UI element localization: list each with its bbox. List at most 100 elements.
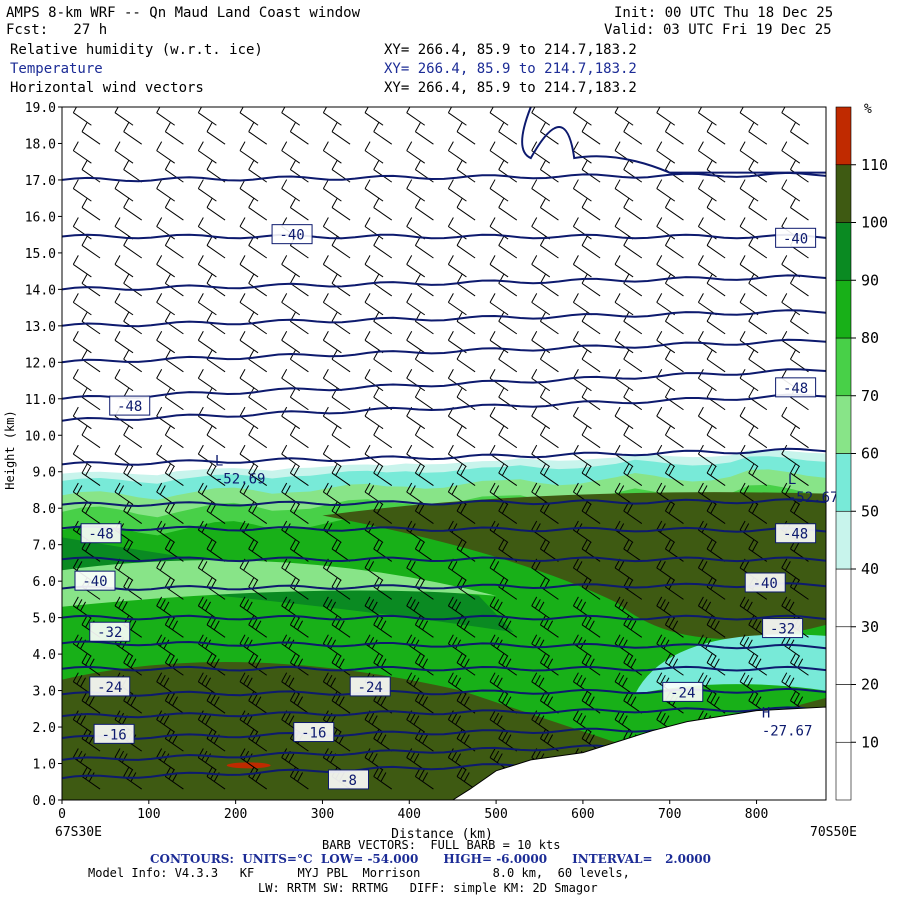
wind-barb-shaft: [406, 643, 426, 657]
wind-barb-flag: [701, 561, 708, 571]
wind-barb-flag: [743, 561, 750, 571]
wind-barb-shaft: [698, 150, 717, 164]
wind-barb-flag: [251, 655, 258, 666]
wind-barb-shaft: [165, 282, 184, 297]
wind-barb-shaft: [165, 245, 184, 259]
wind-barb-flag: [623, 350, 630, 360]
wind-barb-flag: [697, 179, 704, 189]
wind-barb-shaft: [489, 112, 509, 126]
wind-barb-shaft: [448, 112, 467, 126]
wind-barb: [614, 444, 634, 468]
wind-barb-shaft: [123, 472, 143, 487]
wind-barb-shaft: [73, 112, 92, 126]
wind-barb-flag: [85, 618, 92, 628]
wind-barb-shaft: [73, 301, 92, 316]
wind-barb: [364, 331, 384, 354]
wind-barb-flag: [281, 482, 288, 493]
wind-barb-shaft: [456, 207, 476, 221]
init-time: Init: 00 UTC Thu 18 Dec 25: [614, 5, 834, 21]
wind-barb: [289, 160, 309, 183]
wind-barb-shaft: [739, 150, 759, 164]
wind-barb: [373, 198, 393, 221]
wind-barb-shaft: [323, 112, 342, 126]
wind-barb-flag: [81, 198, 88, 208]
wind-barb: [614, 141, 634, 164]
wind-barb-flag: [284, 561, 291, 571]
wind-barb-flag: [243, 485, 250, 495]
wind-barb: [289, 463, 309, 487]
wind-barb: [781, 141, 801, 164]
wind-barb-flag: [572, 179, 579, 189]
wind-barb-flag: [380, 772, 387, 782]
wind-barb: [748, 501, 768, 524]
wind-barb-shaft: [656, 453, 676, 468]
wind-barb-shaft: [239, 453, 259, 468]
wind-barb-flag: [534, 485, 541, 495]
colorbar-tick-label: 40: [861, 560, 879, 578]
contour-label-text: -40: [82, 574, 107, 590]
wind-barb-flag: [790, 425, 796, 436]
wind-barb-shaft: [165, 131, 184, 145]
wind-barb-flag: [656, 672, 663, 682]
wind-barb: [248, 767, 268, 790]
wind-barb: [581, 160, 601, 183]
wind-barb: [206, 274, 226, 297]
wind-barb: [614, 368, 634, 392]
wind-barb-flag: [447, 520, 454, 531]
wind-barb-flag: [614, 520, 621, 531]
wind-barb-flag: [168, 693, 175, 704]
wind-barb: [447, 748, 467, 771]
plot-frame: [61, 106, 827, 801]
wind-barb-flag: [705, 677, 712, 687]
wind-barb-flag: [739, 255, 746, 265]
wind-barb-shaft: [698, 529, 717, 543]
wind-barb-shaft: [290, 207, 309, 221]
wind-barb-shaft: [665, 624, 684, 638]
wind-barb-shaft: [248, 624, 268, 638]
wind-barb-flag: [197, 520, 204, 531]
wind-barb-shaft: [581, 169, 601, 183]
wind-barb-shaft: [206, 738, 226, 752]
wind-barb-shaft: [323, 377, 342, 392]
wind-barb-shaft: [114, 112, 134, 126]
wind-barb: [489, 179, 509, 202]
wind-barb-shaft: [114, 339, 134, 354]
wind-barb: [614, 293, 634, 316]
wind-barb: [114, 596, 134, 619]
wind-barb-flag: [460, 693, 467, 704]
wind-barb-flag: [630, 696, 637, 706]
wind-barb-flag: [543, 504, 550, 514]
wind-barb-flag: [373, 122, 380, 132]
wind-barb-flag: [539, 312, 546, 322]
wind-barb: [572, 558, 592, 581]
wind-barb-flag: [739, 179, 746, 189]
wind-barb-flag: [706, 160, 713, 170]
wind-barb-flag: [164, 539, 171, 550]
wind-barb-flag: [406, 141, 413, 151]
wind-barb-flag: [748, 425, 755, 436]
wind-barb: [664, 236, 684, 259]
wind-barb-shaft: [364, 377, 384, 392]
wind-barb-flag: [543, 655, 550, 666]
wind-barb-shaft: [790, 207, 809, 221]
wind-barb-flag: [581, 729, 588, 739]
wind-barb: [123, 274, 143, 297]
wind-barb: [406, 368, 426, 392]
wind-barb-flag: [364, 255, 371, 265]
wind-barb-shaft: [739, 643, 759, 657]
wind-barb-flag: [123, 160, 130, 170]
wind-barb: [239, 368, 259, 392]
wind-barb-shaft: [165, 624, 184, 638]
wind-barb: [414, 198, 434, 221]
wind-barb-flag: [414, 198, 421, 208]
wind-barb-flag: [406, 596, 413, 607]
temperature-contour-line: [62, 614, 826, 621]
wind-barb-flag: [164, 653, 171, 663]
contour-label-box: [74, 570, 116, 591]
wind-barb-flag: [539, 729, 546, 739]
wind-barb-shaft: [206, 776, 226, 790]
wind-barb-shaft: [198, 339, 217, 354]
wind-barb-flag: [501, 693, 508, 704]
wind-barb-shaft: [281, 112, 301, 126]
wind-barb-flag: [376, 504, 383, 514]
